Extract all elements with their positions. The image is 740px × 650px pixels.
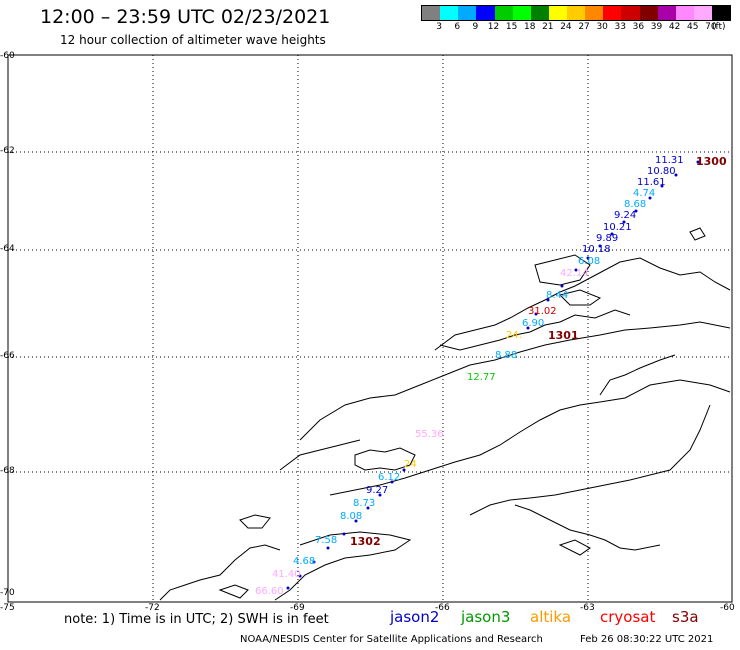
color-legend-bar: [421, 5, 731, 21]
wave-value: 9.89: [596, 233, 619, 244]
lat-label: -64: [0, 244, 15, 254]
page-title: 12:00 – 23:59 UTC 02/23/2021: [40, 6, 331, 28]
wave-value: 4.68: [293, 556, 316, 567]
page-subtitle: 12 hour collection of altimeter wave hei…: [60, 33, 326, 47]
wave-value: 6.90: [522, 318, 545, 329]
wave-value: 8.44: [546, 290, 569, 301]
satellite-label-altika: altika: [530, 608, 572, 626]
legend-tick-label: 70: [705, 22, 717, 32]
legend-tick-label: 36: [632, 22, 645, 32]
legend-tick-label: 30: [596, 22, 608, 32]
wave-value: 24: [404, 459, 417, 470]
map-frame: [7, 54, 733, 603]
legend-swatch: [512, 6, 531, 20]
satellite-label-jason2: jason2: [390, 608, 440, 626]
credit-line: NOAA/NESDIS Center for Satellite Applica…: [240, 634, 543, 645]
legend-swatch: [639, 6, 658, 20]
legend-tick-label: 21: [542, 22, 554, 32]
wave-value: 10.80: [647, 166, 676, 177]
legend-unit: (ft): [712, 22, 726, 32]
legend-swatch: [621, 6, 640, 20]
wave-value: 9.27: [366, 485, 389, 496]
legend-tick-label: 27: [578, 22, 590, 32]
legend-tick-label: 6: [454, 22, 461, 32]
legend-tick-label: 24: [560, 22, 572, 32]
legend-tick-label: 12: [487, 22, 500, 32]
lon-label: -72: [145, 603, 160, 613]
lat-label: -62: [0, 146, 15, 156]
legend-swatch: [657, 6, 676, 20]
wave-value: 11.61: [637, 177, 666, 188]
legend-swatch: [530, 6, 549, 20]
time-label: 1300: [696, 155, 727, 168]
coastline: [159, 227, 731, 601]
satellite-label-jason3: jason3: [461, 608, 511, 626]
legend-swatch: [440, 6, 459, 20]
legend-swatch: [548, 6, 567, 20]
wave-value: 12.77: [467, 372, 496, 383]
legend-swatch: [693, 6, 712, 20]
wave-value: 8.68: [624, 199, 647, 210]
lon-label: -75: [0, 603, 15, 613]
legend-tick-label: 39: [650, 22, 663, 32]
lon-label: -66: [435, 603, 450, 613]
lon-label: -69: [290, 603, 305, 613]
legend-tick-label: 18: [523, 22, 536, 32]
legend-tick-label: 42: [668, 22, 681, 32]
time-label: 1302: [350, 535, 381, 548]
wave-value: 10.21: [603, 222, 632, 233]
wave-value: 31.02: [528, 306, 557, 317]
lon-label: -63: [580, 603, 595, 613]
legend-swatch: [458, 6, 477, 20]
wave-value: 41.40: [272, 569, 301, 580]
legend-swatch: [712, 6, 731, 20]
wave-value: 8.88: [495, 350, 518, 361]
wave-value: 9.24: [614, 210, 637, 221]
satellite-label-s3a: s3a: [672, 608, 699, 626]
legend-tick-label: 9: [472, 22, 479, 32]
legend-tick-label: 15: [505, 22, 518, 32]
generated-timestamp: Feb 26 08:30:22 UTC 2021: [580, 634, 714, 645]
wave-value: 42.14: [560, 268, 589, 279]
legend-tick-label: 3: [436, 22, 442, 32]
lat-label: -68: [0, 466, 15, 476]
legend-tick-label: 45: [687, 22, 699, 32]
satellite-label-cryosat: cryosat: [600, 608, 656, 626]
lat-label: -70: [0, 588, 15, 598]
time-label: 1301: [548, 329, 579, 342]
legend-swatch: [567, 6, 586, 20]
legend-swatch: [422, 6, 441, 20]
footer-note: note: 1) Time is in UTC; 2) SWH is in fe…: [64, 612, 329, 627]
wave-value: 55.36: [415, 429, 444, 440]
wave-value: 6.12: [378, 472, 401, 483]
wave-value: 66.60: [255, 586, 284, 597]
wave-value: 11.31: [655, 155, 684, 166]
legend-swatch: [494, 6, 513, 20]
legend-swatch: [675, 6, 694, 20]
wave-value: 10.18: [582, 244, 611, 255]
lon-label: -60: [720, 603, 735, 613]
legend-swatch: [585, 6, 604, 20]
wave-value: 7.58: [315, 535, 338, 546]
lat-label: -60: [0, 51, 15, 61]
lat-label: -66: [0, 351, 15, 361]
wave-value: 24.: [506, 330, 522, 341]
legend-swatch: [603, 6, 622, 20]
wave-value: 4.74: [633, 188, 656, 199]
legend-swatch: [476, 6, 495, 20]
graticule: [8, 55, 732, 602]
wave-value: 8.08: [340, 511, 363, 522]
track-points: [286, 160, 700, 590]
legend-tick-label: 33: [614, 22, 627, 32]
wave-value: 6.08: [578, 256, 601, 267]
wave-value: 8.73: [353, 498, 376, 509]
